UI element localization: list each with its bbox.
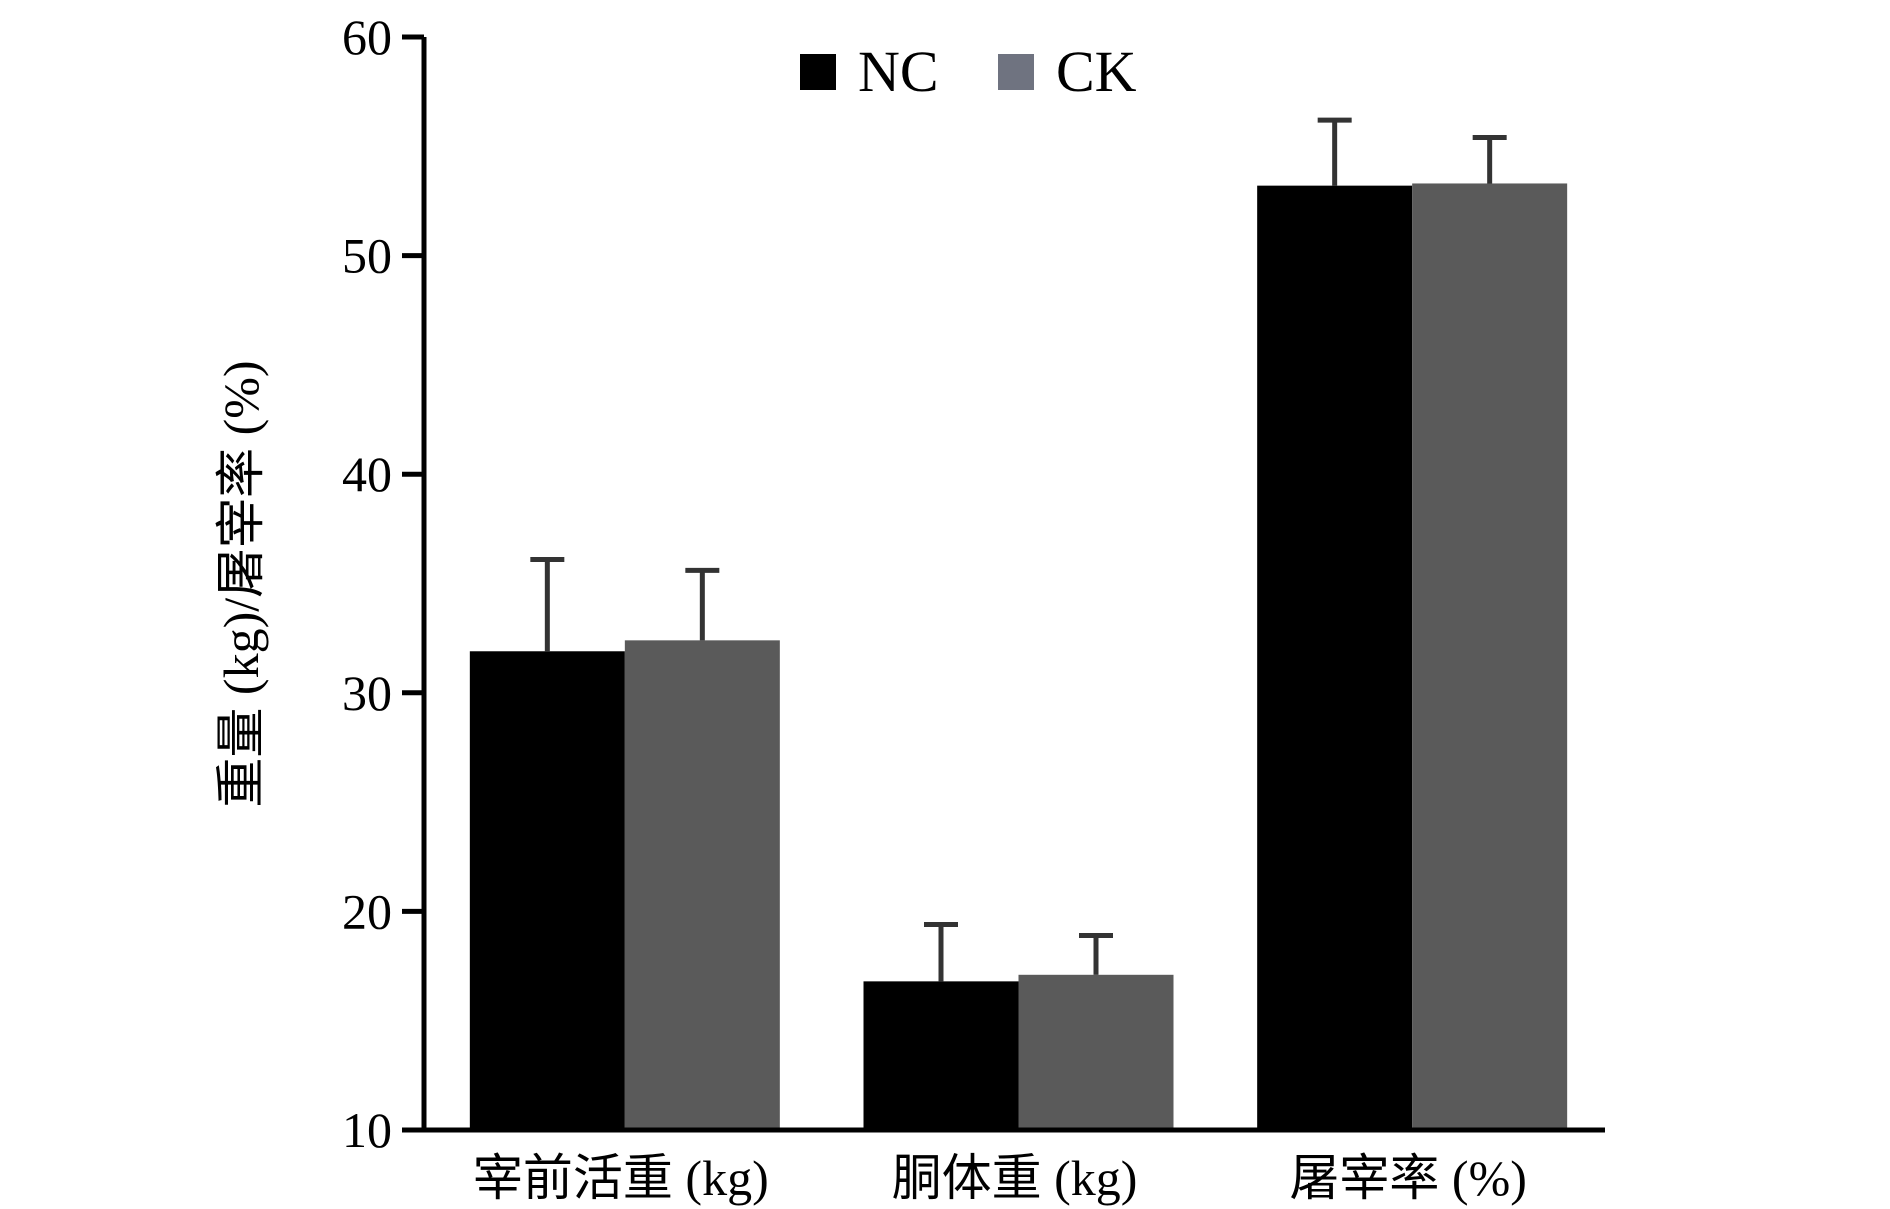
y-ticks-group: 10 20 30 40 50 60 (342, 9, 424, 1158)
category-label-0: 宰前活重 (kg) (473, 1150, 769, 1206)
bar-ck-1 (1018, 974, 1174, 1130)
legend: NC CK (800, 39, 1137, 104)
category-label-2: 屠宰率 (%) (1289, 1150, 1526, 1206)
y-tick-label: 40 (342, 446, 392, 502)
y-tick-label: 20 (342, 883, 392, 939)
bar-ck-0 (624, 640, 780, 1130)
bars-group (469, 183, 1568, 1130)
y-tick-label: 10 (342, 1102, 392, 1158)
error-bars-group (530, 117, 1507, 982)
bar-nc-0 (469, 651, 625, 1130)
y-tick-label: 50 (342, 228, 392, 284)
legend-label-ck: CK (1056, 39, 1137, 104)
bar-nc-1 (863, 981, 1019, 1130)
legend-swatch-ck (998, 54, 1034, 90)
category-labels-group: 宰前活重 (kg) 胴体重 (kg) 屠宰率 (%) (473, 1150, 1527, 1206)
category-label-1: 胴体重 (kg) (892, 1150, 1138, 1206)
legend-swatch-nc (800, 54, 836, 90)
bar-ck-2 (1412, 183, 1568, 1130)
y-tick-label: 30 (342, 665, 392, 721)
bar-nc-2 (1257, 185, 1413, 1130)
y-axis-title: 重量 (kg)/屠宰率 (%) (213, 360, 269, 807)
legend-label-nc: NC (858, 39, 939, 104)
y-tick-label: 60 (342, 9, 392, 65)
